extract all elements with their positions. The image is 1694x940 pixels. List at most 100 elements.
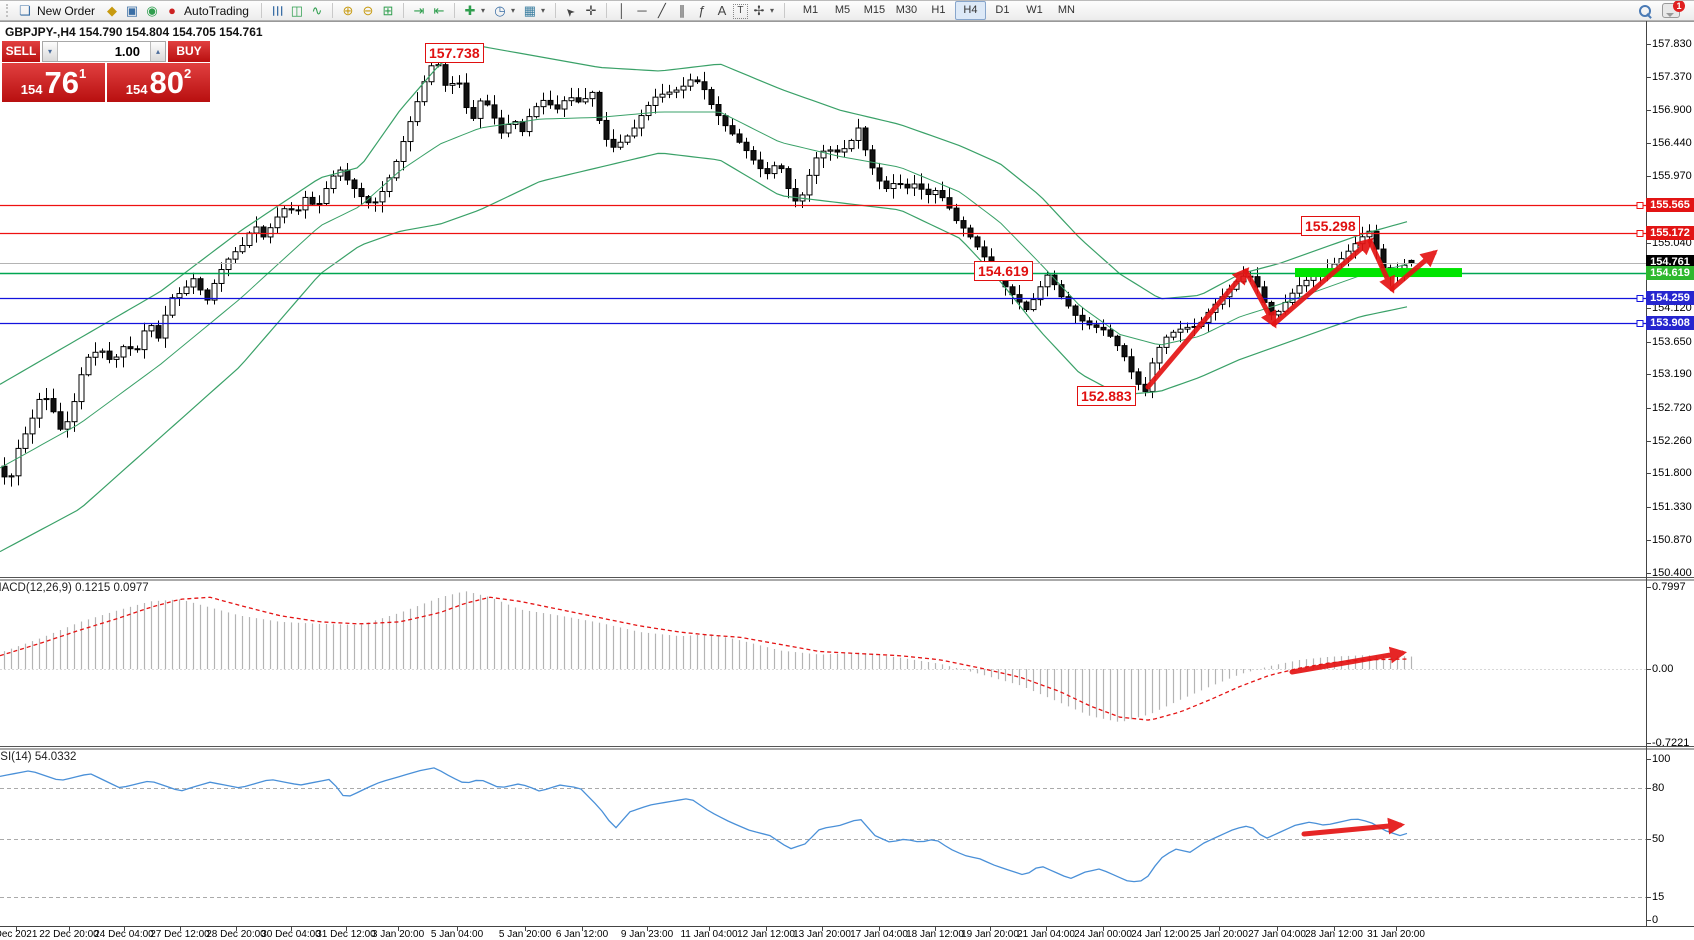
price-line-badge: 155.565 [1646,198,1694,212]
chat-icon[interactable]: 1 [1662,1,1685,21]
time-axis-label: Dec 2021 [0,929,38,940]
crosshair-icon[interactable]: ✛ [585,2,597,18]
macd-axis-label: 0.7997 [1652,581,1686,593]
terminal-icon[interactable]: ▣ [125,2,139,18]
arrows-tool-icon[interactable]: ✢ [753,2,765,18]
time-axis-label: 13 Jan 20:00 [793,929,851,940]
arrows-dropdown-caret[interactable]: ▾ [769,6,774,15]
rsi-axis-label: 50 [1652,833,1665,845]
bar-chart-icon[interactable]: ☰ [269,4,285,17]
zoom-in-icon[interactable]: ⊕ [342,2,354,18]
time-axis-label: 31 Dec 12:00 [316,929,376,940]
time-axis-label: 17 Jan 04:00 [850,929,908,940]
timeframe-h1[interactable]: H1 [931,4,946,16]
text-label-icon[interactable]: T [732,4,748,19]
macd-axis-label: -0.7221 [1652,737,1690,749]
search-icon[interactable] [1638,4,1652,19]
sell-button[interactable]: 154 76 1 [2,63,105,102]
zoom-out-icon[interactable]: ⊖ [362,2,374,18]
auto-scroll-icon[interactable]: ⇥ [413,2,425,18]
price-line-badge: 154.619 [1646,266,1694,280]
price-callout[interactable]: 157.738 [425,43,484,63]
macd-indicator-label: MACD(12,26,9) 0.1215 0.0977 [0,582,149,594]
time-axis-label: 31 Jan 20:00 [1367,929,1425,940]
indicators-dropdown-caret[interactable]: ▾ [480,6,485,15]
indicators-icon[interactable]: ✚ [464,2,476,18]
time-axis-label: 12 Jan 12:00 [737,929,795,940]
time-axis-label: 9 Jan 23:00 [620,929,674,940]
price-axis-label: 154.120 [1652,302,1692,314]
cursor-icon[interactable]: ➤ [562,3,578,19]
time-axis-label: 19 Jan 20:00 [961,929,1019,940]
time-axis-label: 28 Jan 12:00 [1305,929,1363,940]
timeframe-toolbar: M1 M5 M15 M30 H1 H4 D1 W1 MN [795,1,1082,20]
periods-icon[interactable]: ◷ [494,2,506,18]
time-axis-label: 27 Jan 04:00 [1248,929,1306,940]
buy-header[interactable]: BUY [168,41,210,62]
templates-icon[interactable]: ▦ [523,2,537,18]
price-line-badge: 155.172 [1646,226,1694,240]
price-axis-label: 157.370 [1652,71,1692,83]
new-order-icon[interactable]: ❏ [19,2,31,18]
rsi-axis-label: 0 [1652,914,1659,926]
autotrading-icon[interactable]: ● [168,2,176,18]
candlestick-chart-icon[interactable]: ◫ [290,2,304,18]
price-axis-label: 151.800 [1652,467,1692,479]
volume-decrease-button[interactable]: ▾ [43,42,58,61]
buy-button[interactable]: 154 80 2 [107,63,210,102]
time-axis-label: 3 Jan 20:00 [371,929,425,940]
metaeditor-icon[interactable]: ◆ [107,2,118,18]
horizontal-line-icon[interactable]: ─ [637,2,647,18]
signals-icon[interactable]: ◉ [146,2,158,18]
price-callout[interactable]: 154.619 [974,261,1033,281]
sell-header[interactable]: SELL [2,41,40,62]
price-callout[interactable]: 152.883 [1077,386,1136,406]
time-axis-label: 24 Jan 12:00 [1131,929,1189,940]
price-line-badge: 153.908 [1646,316,1694,330]
fibonacci-icon[interactable]: ƒ [698,2,706,18]
templates-dropdown-caret[interactable]: ▾ [540,6,545,15]
timeframe-m15[interactable]: M15 [863,4,886,16]
vertical-line-icon[interactable]: │ [617,2,627,18]
price-axis-label: 155.970 [1652,170,1692,182]
sell-price-pips: 76 [44,65,79,100]
timeframe-h4[interactable]: H4 [954,1,986,20]
one-click-trading-panel: SELL ▾ ▴ BUY 154 76 1 154 80 2 [2,41,210,102]
rsi-indicator-label: RSI(14) 54.0332 [0,751,77,763]
line-chart-icon[interactable]: ∿ [311,2,323,18]
time-axis-label: 28 Dec 20:00 [206,929,266,940]
chat-bubble-tail [1666,13,1674,21]
timeframe-d1[interactable]: D1 [995,4,1010,16]
trendline-icon[interactable]: ╱ [658,2,666,18]
volume-increase-button[interactable]: ▴ [150,42,165,61]
volume-spinner: ▾ ▴ [42,41,166,62]
price-line-badge: 154.761 [1646,255,1694,269]
time-axis-label: 30 Dec 04:00 [261,929,321,940]
tile-windows-icon[interactable]: ⊞ [382,2,394,18]
volume-input[interactable] [58,42,150,61]
price-axis-label: 152.260 [1652,435,1692,447]
buy-price-big-figure: 154 [125,82,148,97]
price-callout[interactable]: 155.298 [1301,216,1360,236]
toolbar-separator [260,3,262,18]
toolbar-separator [783,3,785,18]
timeframe-m1[interactable]: M1 [802,4,819,16]
timeframe-w1[interactable]: W1 [1026,4,1043,16]
price-axis-label: 151.330 [1652,501,1692,513]
toolbar-separator [554,3,556,18]
autotrading-button[interactable]: AutoTrading [184,3,249,18]
symbol-ohlc-title: GBPJPY-,H4 154.790 154.804 154.705 154.7… [5,25,263,39]
text-icon[interactable]: A [717,2,727,18]
channel-icon[interactable]: ∥ [678,2,686,18]
timeframe-mn[interactable]: MN [1057,4,1075,16]
time-axis-label: 22 Dec 20:00 [39,929,99,940]
timeframe-m30[interactable]: M30 [895,4,918,16]
chart-shift-icon[interactable]: ⇤ [433,2,445,18]
price-axis-label: 156.440 [1652,137,1692,149]
timeframe-m5[interactable]: M5 [834,4,851,16]
new-order-button[interactable]: New Order [37,3,96,18]
periods-dropdown-caret[interactable]: ▾ [510,6,515,15]
toolbar-separator [605,3,607,18]
